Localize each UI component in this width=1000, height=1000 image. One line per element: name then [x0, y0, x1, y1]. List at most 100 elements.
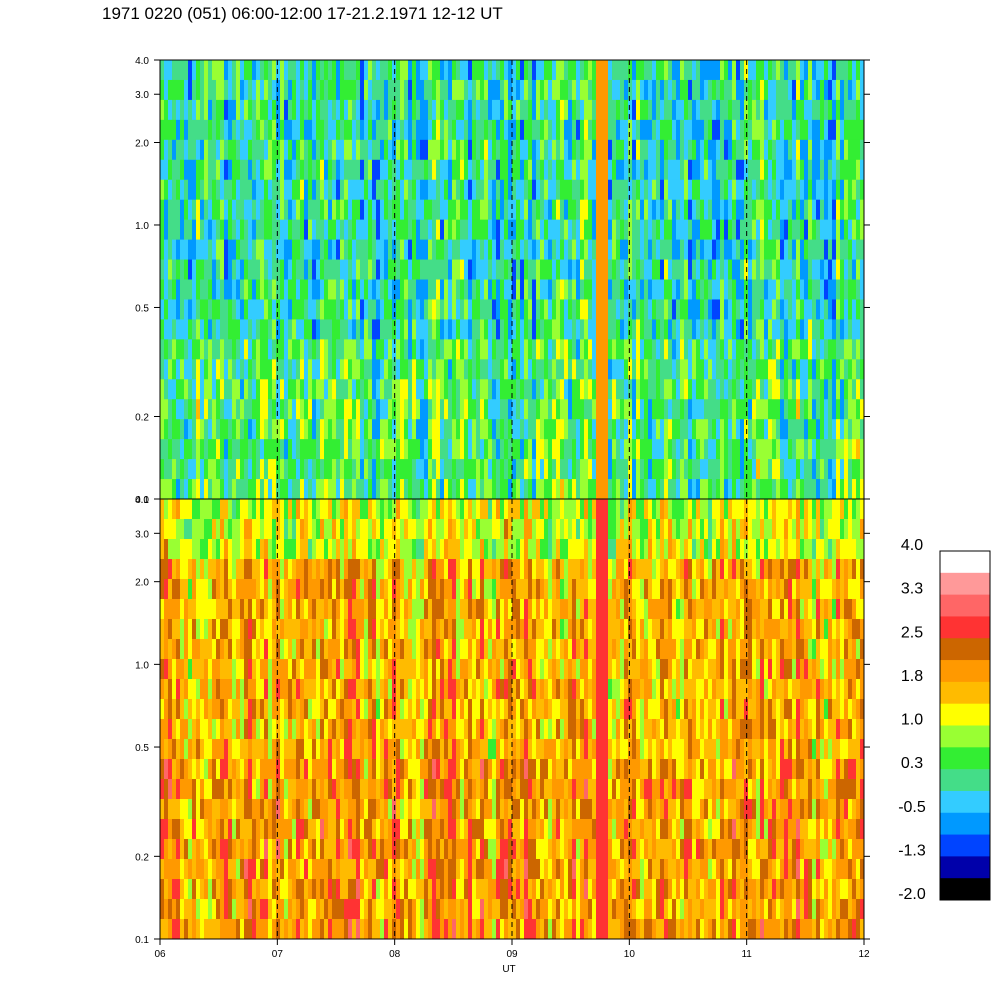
heatmap-cell: [484, 79, 488, 101]
heatmap-cell: [784, 459, 788, 480]
heatmap-cell: [464, 339, 468, 360]
heatmap-cell: [364, 99, 368, 121]
heatmap-cell: [384, 279, 388, 300]
heatmap-cell: [276, 439, 280, 460]
heatmap-cell: [520, 179, 524, 201]
heatmap-cell: [188, 439, 192, 460]
heatmap-cell: [680, 319, 684, 340]
heatmap-cell: [324, 779, 328, 800]
heatmap-cell: [540, 139, 544, 161]
heatmap-cell: [804, 339, 808, 360]
heatmap-cell: [224, 839, 228, 860]
heatmap-cell: [264, 659, 268, 680]
heatmap-cell: [796, 179, 800, 201]
heatmap-cell: [640, 439, 644, 460]
heatmap-cell: [504, 379, 508, 400]
heatmap-cell: [748, 319, 752, 340]
heatmap-cell: [224, 779, 228, 800]
heatmap-cell: [800, 399, 804, 420]
heatmap-cell: [228, 499, 232, 520]
heatmap-cell: [808, 219, 812, 241]
heatmap-cell: [520, 219, 524, 241]
heatmap-cell: [252, 499, 256, 520]
heatmap-cell: [340, 859, 344, 880]
heatmap-cell: [300, 179, 304, 201]
heatmap-cell: [276, 919, 280, 940]
heatmap-cell: [172, 859, 176, 880]
heatmap-cell: [332, 659, 336, 680]
heatmap-cell: [436, 219, 440, 241]
heatmap-cell: [164, 159, 168, 181]
heatmap-cell: [288, 739, 292, 760]
heatmap-cell: [532, 99, 536, 121]
heatmap-cell: [200, 719, 204, 740]
heatmap-cell: [376, 439, 380, 460]
heatmap-cell: [276, 719, 280, 740]
heatmap-cell: [372, 259, 376, 280]
heatmap-cell: [304, 639, 308, 660]
heatmap-cell: [564, 439, 568, 460]
heatmap-cell: [252, 879, 256, 900]
heatmap-cell: [452, 239, 456, 261]
heatmap-cell: [720, 99, 724, 121]
heatmap-cell: [272, 99, 276, 121]
heatmap-cell: [728, 379, 732, 400]
heatmap-cell: [564, 159, 568, 181]
heatmap-cell: [224, 239, 228, 261]
heatmap-cell: [292, 379, 296, 400]
heatmap-cell: [476, 379, 480, 400]
heatmap-cell: [308, 599, 312, 620]
heatmap-cell: [604, 379, 608, 400]
heatmap-cell: [180, 699, 184, 720]
heatmap-cell: [508, 459, 512, 480]
heatmap-cell: [340, 419, 344, 440]
heatmap-cell: [184, 119, 188, 141]
heatmap-cell: [236, 739, 240, 760]
heatmap-cell: [412, 79, 416, 101]
heatmap-cell: [200, 839, 204, 860]
heatmap-cell: [224, 519, 228, 540]
heatmap-cell: [236, 499, 240, 520]
heatmap-cell: [636, 99, 640, 121]
heatmap-cell: [844, 259, 848, 280]
heatmap-cell: [268, 179, 272, 201]
heatmap-cell: [680, 179, 684, 201]
heatmap-cell: [808, 239, 812, 261]
heatmap-cell: [260, 719, 264, 740]
heatmap-cell: [428, 439, 432, 460]
heatmap-cell: [460, 279, 464, 300]
heatmap-cell: [436, 399, 440, 420]
heatmap-cell: [240, 579, 244, 600]
heatmap-cell: [436, 119, 440, 141]
heatmap-cell: [428, 459, 432, 480]
heatmap-cell: [256, 379, 260, 400]
heatmap-cell: [260, 679, 264, 700]
heatmap-cell: [504, 199, 508, 221]
heatmap-cell: [400, 399, 404, 420]
heatmap-cell: [440, 219, 444, 241]
heatmap-cell: [332, 639, 336, 660]
heatmap-cell: [344, 659, 348, 680]
heatmap-cell: [348, 739, 352, 760]
heatmap-cell: [196, 619, 200, 640]
heatmap-cell: [252, 399, 256, 420]
heatmap-cell: [772, 60, 776, 81]
heatmap-cell: [240, 539, 244, 560]
heatmap-cell: [312, 879, 316, 900]
heatmap-cell: [488, 159, 492, 181]
heatmap-cell: [340, 879, 344, 900]
heatmap-cell: [440, 359, 444, 380]
heatmap-cell: [804, 79, 808, 101]
heatmap-cell: [252, 559, 256, 580]
heatmap-cell: [232, 219, 236, 241]
heatmap-cell: [372, 459, 376, 480]
heatmap-cell: [480, 359, 484, 380]
heatmap-cell: [520, 199, 524, 221]
heatmap-cell: [556, 279, 560, 300]
heatmap-cell: [636, 399, 640, 420]
heatmap-cell: [764, 159, 768, 181]
heatmap-cell: [204, 79, 208, 101]
heatmap-cell: [328, 399, 332, 420]
heatmap-cell: [760, 179, 764, 201]
heatmap-cell: [720, 359, 724, 380]
